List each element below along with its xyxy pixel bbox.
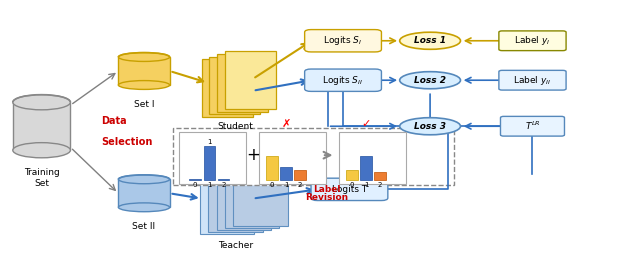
Text: Loss 1: Loss 1: [414, 36, 446, 45]
Text: 0: 0: [269, 182, 275, 188]
Text: Training
Set: Training Set: [24, 168, 60, 188]
Text: ✓: ✓: [362, 119, 371, 129]
FancyBboxPatch shape: [225, 51, 276, 109]
Text: Logits $S_{I}$: Logits $S_{I}$: [323, 34, 363, 47]
Text: Label $y_{I}$: Label $y_{I}$: [515, 34, 550, 47]
FancyBboxPatch shape: [305, 30, 381, 52]
Text: ✗: ✗: [282, 119, 291, 129]
Text: Selection: Selection: [101, 137, 152, 147]
FancyBboxPatch shape: [200, 176, 255, 234]
FancyBboxPatch shape: [311, 178, 388, 200]
FancyBboxPatch shape: [209, 57, 260, 114]
Ellipse shape: [400, 118, 461, 135]
Ellipse shape: [118, 53, 170, 62]
Bar: [218, 179, 229, 180]
Polygon shape: [118, 179, 170, 207]
FancyBboxPatch shape: [225, 170, 280, 228]
Text: 0: 0: [349, 182, 355, 188]
FancyBboxPatch shape: [339, 132, 406, 184]
Text: +: +: [246, 146, 260, 164]
Text: 2: 2: [378, 182, 382, 188]
Bar: [374, 172, 386, 180]
Text: Label $y_{II}$: Label $y_{II}$: [513, 74, 552, 87]
Text: Student: Student: [218, 122, 253, 131]
Bar: [294, 170, 306, 180]
Ellipse shape: [13, 95, 70, 110]
Bar: [360, 156, 372, 180]
Text: 1: 1: [207, 139, 212, 145]
FancyBboxPatch shape: [217, 54, 268, 112]
Text: 0: 0: [193, 182, 198, 188]
Text: Data: Data: [101, 116, 127, 126]
Bar: [280, 167, 292, 180]
Text: Loss 3: Loss 3: [414, 122, 446, 131]
Text: Teacher: Teacher: [218, 241, 253, 250]
Ellipse shape: [400, 32, 461, 49]
FancyBboxPatch shape: [499, 70, 566, 90]
Bar: [189, 179, 201, 180]
Ellipse shape: [118, 175, 170, 184]
FancyBboxPatch shape: [234, 168, 288, 226]
FancyBboxPatch shape: [499, 31, 566, 50]
Ellipse shape: [400, 72, 461, 89]
Bar: [266, 156, 278, 180]
Text: Set II: Set II: [132, 222, 156, 231]
FancyBboxPatch shape: [173, 128, 454, 185]
FancyBboxPatch shape: [179, 132, 246, 184]
Text: 1: 1: [284, 182, 289, 188]
FancyBboxPatch shape: [216, 172, 271, 230]
Text: 2: 2: [221, 182, 225, 188]
Text: 1: 1: [364, 182, 369, 188]
FancyBboxPatch shape: [500, 116, 564, 136]
Ellipse shape: [118, 203, 170, 212]
FancyBboxPatch shape: [202, 59, 253, 117]
Text: 1: 1: [207, 182, 212, 188]
Polygon shape: [118, 57, 170, 85]
FancyBboxPatch shape: [259, 132, 326, 184]
Text: Logits T: Logits T: [332, 185, 367, 194]
Ellipse shape: [13, 143, 70, 158]
Text: 2: 2: [298, 182, 302, 188]
Text: Loss 2: Loss 2: [414, 76, 446, 85]
FancyBboxPatch shape: [305, 69, 381, 92]
FancyBboxPatch shape: [209, 174, 263, 232]
Text: Revision: Revision: [305, 193, 348, 202]
Text: Logits $S_{II}$: Logits $S_{II}$: [323, 74, 364, 87]
Polygon shape: [13, 102, 70, 150]
Bar: [204, 146, 215, 180]
Bar: [346, 170, 358, 180]
Text: Label: Label: [313, 185, 340, 194]
Ellipse shape: [118, 80, 170, 89]
Text: Set I: Set I: [134, 100, 154, 109]
Text: $T^{LR}$: $T^{LR}$: [525, 120, 540, 133]
